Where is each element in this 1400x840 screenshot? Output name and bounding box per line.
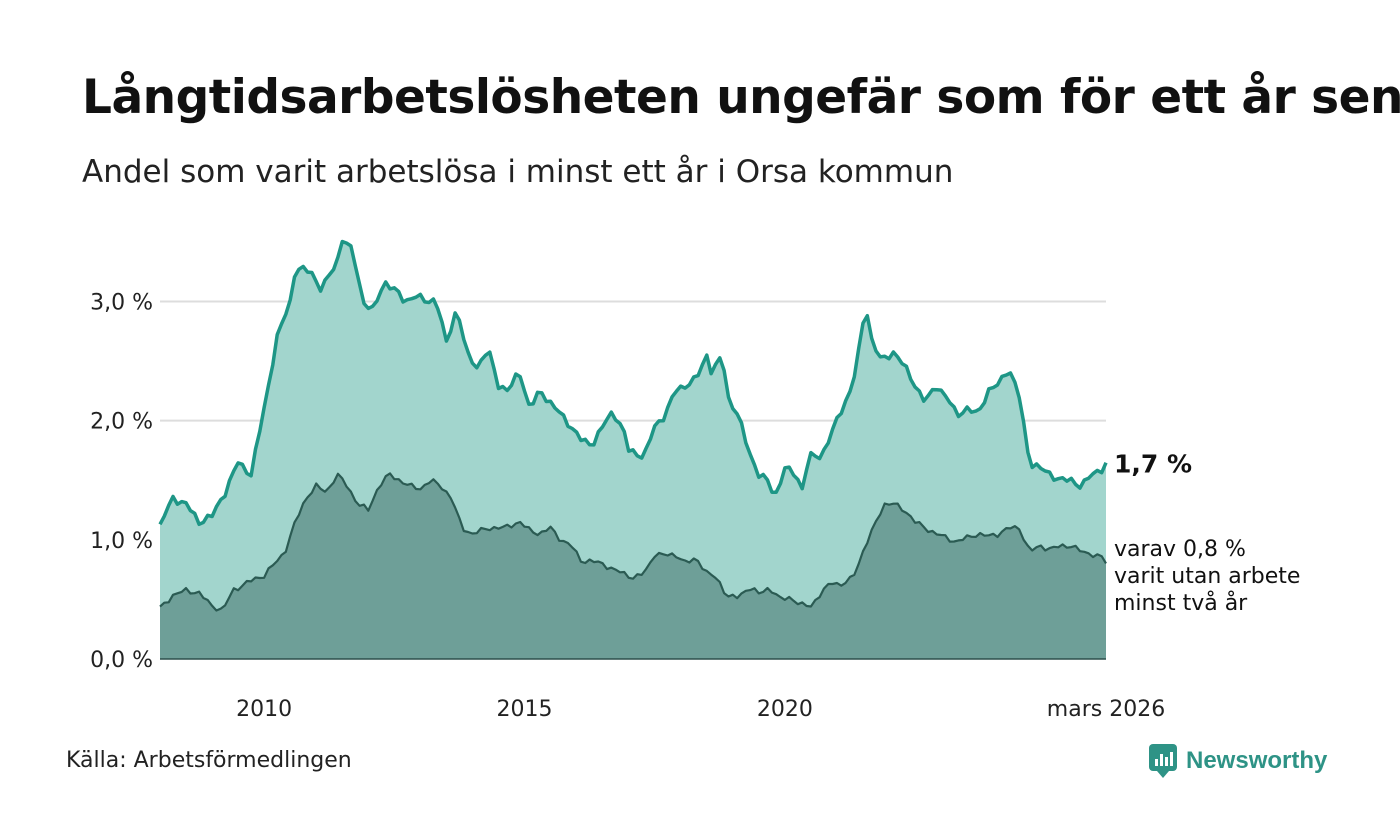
chart-title: Långtidsarbetslösheten ungefär som för e… xyxy=(82,70,1400,125)
series-end-label-two-years: varit utan arbete xyxy=(1114,564,1300,589)
x-end-label: mars 2026 xyxy=(1047,697,1165,722)
y-tick-label: 0,0 % xyxy=(90,648,153,673)
newsworthy-logo[interactable]: Newsworthy xyxy=(1148,743,1327,779)
y-tick-label: 3,0 % xyxy=(90,291,153,316)
series-end-label-two-years: varav 0,8 % xyxy=(1114,537,1246,562)
x-tick-label: 2020 xyxy=(757,697,813,722)
y-tick-label: 1,0 % xyxy=(90,529,153,554)
chart-subtitle: Andel som varit arbetslösa i minst ett å… xyxy=(82,154,954,190)
x-tick-label: 2010 xyxy=(236,697,292,722)
series-end-label-two-years: minst två år xyxy=(1114,590,1248,616)
source-note: Källa: Arbetsförmedlingen xyxy=(66,748,352,773)
series-end-label-long-term: 1,7 % xyxy=(1114,450,1192,479)
series-line-two-years xyxy=(159,472,1107,612)
series-area-two-years xyxy=(160,473,1106,659)
brand-name: Newsworthy xyxy=(1186,747,1328,774)
newsworthy-logo-icon xyxy=(1149,744,1177,778)
series-line-long-term xyxy=(158,239,1108,527)
x-tick-label: 2015 xyxy=(497,697,553,722)
y-tick-label: 2,0 % xyxy=(90,410,153,435)
